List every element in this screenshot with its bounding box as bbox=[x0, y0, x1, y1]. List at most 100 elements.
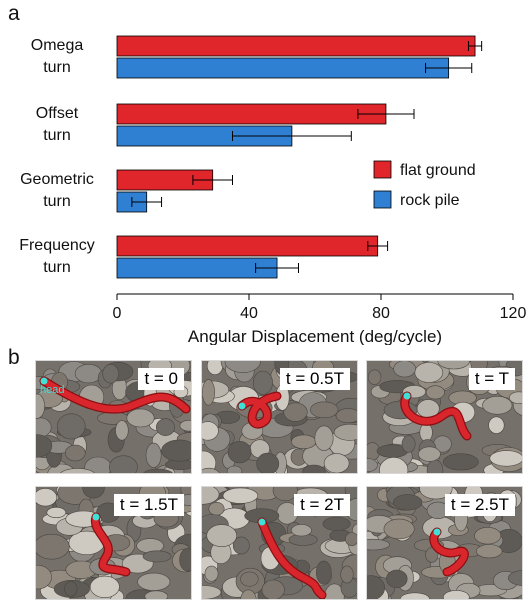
pebble bbox=[89, 575, 120, 598]
legend-label: flat ground bbox=[400, 162, 476, 179]
pebble bbox=[291, 524, 312, 537]
pebble bbox=[383, 518, 415, 540]
pebble bbox=[379, 457, 409, 473]
category-label-line: turn bbox=[43, 127, 71, 144]
pebble bbox=[419, 423, 433, 442]
category-label-line: Omega bbox=[31, 37, 84, 54]
pebble bbox=[36, 434, 53, 458]
pebble bbox=[36, 564, 52, 590]
category-label-line: turn bbox=[43, 59, 71, 76]
pebble bbox=[323, 453, 350, 473]
head-marker bbox=[258, 518, 266, 526]
pebble bbox=[202, 585, 222, 599]
pebble bbox=[508, 570, 522, 586]
pebble bbox=[252, 370, 273, 395]
pebble bbox=[335, 408, 357, 424]
panel-b-letter: b bbox=[8, 346, 20, 369]
snake-robot bbox=[430, 528, 468, 576]
head-marker bbox=[433, 528, 441, 536]
pebble bbox=[401, 435, 416, 453]
pebble bbox=[142, 550, 172, 563]
pebble bbox=[46, 506, 67, 518]
pebble bbox=[179, 420, 191, 432]
pebble bbox=[367, 369, 382, 385]
bar-flat-ground bbox=[116, 235, 379, 257]
pebble bbox=[309, 401, 339, 419]
pebble bbox=[367, 458, 378, 472]
category-label: Offset turn bbox=[36, 105, 79, 144]
rock-pile-photo bbox=[36, 361, 191, 473]
category-label-line: Frequency bbox=[19, 237, 95, 254]
time-label: t = 1.5T bbox=[113, 494, 184, 516]
pebble bbox=[224, 361, 261, 373]
pebble bbox=[256, 452, 280, 473]
snake-robot bbox=[258, 518, 326, 599]
legend-swatch bbox=[373, 160, 392, 179]
pebble bbox=[137, 572, 171, 591]
snapshot-frame: t = T bbox=[366, 360, 523, 474]
head-marker bbox=[403, 392, 411, 400]
pebble bbox=[115, 420, 129, 441]
pebble bbox=[143, 468, 173, 473]
pebble bbox=[156, 418, 176, 436]
snake-robot bbox=[40, 377, 190, 413]
pebble bbox=[419, 487, 453, 500]
pebble bbox=[345, 532, 357, 546]
pebble bbox=[202, 467, 220, 473]
panel-a-letter: a bbox=[8, 2, 20, 25]
pebble bbox=[202, 450, 217, 473]
pebble bbox=[425, 385, 445, 400]
pebble bbox=[367, 538, 390, 551]
pebble bbox=[36, 393, 45, 419]
pebble bbox=[475, 544, 503, 559]
pebble bbox=[82, 487, 105, 499]
category-label-line: Geometric bbox=[20, 171, 94, 188]
x-tick-label: 80 bbox=[372, 305, 390, 322]
pebble bbox=[386, 569, 408, 589]
category-label-line: turn bbox=[43, 259, 71, 276]
pebble bbox=[56, 413, 86, 440]
category-label-line: Offset bbox=[36, 105, 79, 122]
head-marker bbox=[238, 402, 246, 410]
pebble bbox=[227, 440, 252, 464]
pebble bbox=[64, 581, 78, 597]
time-label: t = 2.5T bbox=[444, 494, 515, 516]
rock-pile-photo bbox=[367, 361, 522, 473]
x-tick-label: 0 bbox=[113, 305, 122, 322]
head-marker bbox=[40, 377, 48, 385]
pebble bbox=[60, 468, 95, 473]
time-label: t = T bbox=[468, 368, 515, 390]
snapshot-frame: t = 2T bbox=[201, 486, 358, 600]
bar-flat-ground bbox=[116, 103, 387, 125]
bar-rock-pile bbox=[116, 257, 278, 279]
rock-pile-photo bbox=[36, 487, 191, 599]
pebble bbox=[204, 565, 219, 582]
pebble bbox=[202, 487, 220, 505]
pebble bbox=[202, 379, 215, 406]
time-label: t = 0.5T bbox=[279, 368, 350, 390]
pebble bbox=[145, 442, 162, 468]
pebble bbox=[102, 364, 119, 384]
pebble bbox=[64, 444, 86, 462]
pebble bbox=[322, 516, 351, 531]
snake-robot bbox=[238, 392, 281, 428]
pebble bbox=[161, 439, 191, 462]
pebble bbox=[109, 455, 138, 473]
pebble bbox=[302, 464, 326, 473]
pebble bbox=[206, 524, 238, 547]
x-axis-title: Angular Displacement (deg/cycle) bbox=[188, 327, 442, 345]
pebble bbox=[314, 425, 334, 451]
pebble bbox=[482, 395, 513, 415]
pebble bbox=[340, 565, 354, 584]
pebble bbox=[240, 571, 259, 587]
snapshot-frame: t = 1.5T bbox=[35, 486, 192, 600]
category-label: Frequency turn bbox=[19, 237, 95, 276]
pebble bbox=[36, 488, 58, 507]
pebble bbox=[509, 391, 522, 404]
snapshot-frame: t = 0 head bbox=[35, 360, 192, 474]
pebble bbox=[443, 590, 470, 599]
legend-label: rock pile bbox=[400, 192, 460, 209]
pebble bbox=[489, 450, 522, 467]
head-label: head bbox=[40, 384, 65, 396]
pebble bbox=[126, 408, 155, 428]
